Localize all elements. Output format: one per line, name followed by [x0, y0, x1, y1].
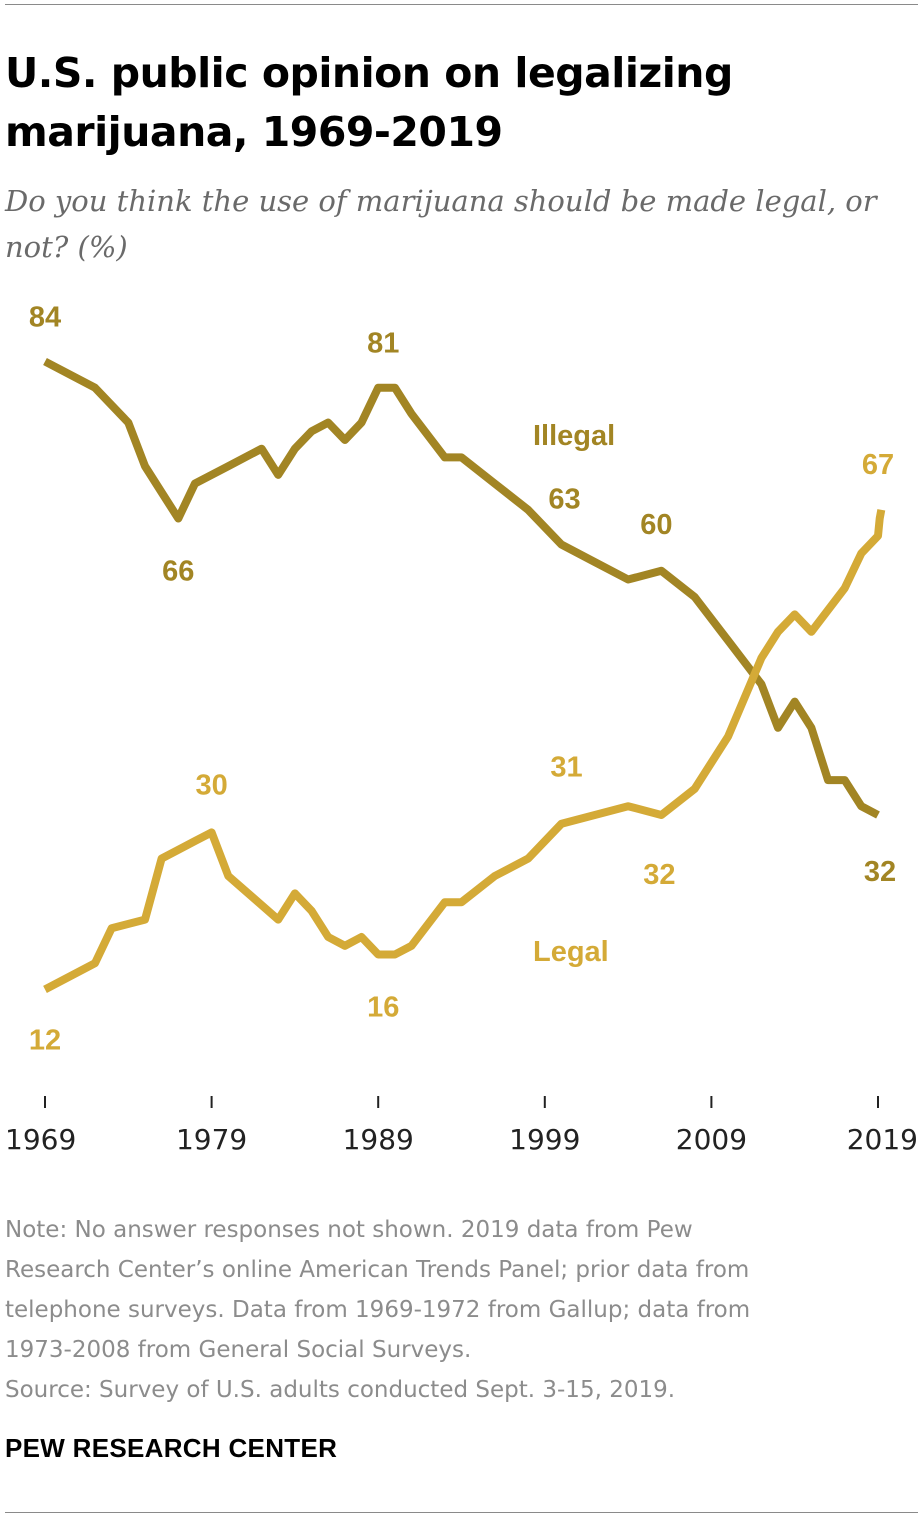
series-line-legal	[43, 509, 886, 993]
data-label-illegal: 81	[367, 328, 399, 360]
line-chart: 1969 1979 1989 1999 2009 2019 84 66 81 63 60 32 12 30…	[5, 302, 918, 1156]
note-line: telephone surveys. Data from 1969-1972 f…	[5, 1297, 751, 1323]
data-label-illegal: 84	[29, 302, 61, 334]
data-label-legal: 30	[195, 769, 227, 801]
data-label-legal: 67	[862, 449, 894, 481]
chart-subtitle: Do you think the use of marijuana should…	[5, 184, 877, 264]
data-label-illegal: 66	[162, 555, 194, 587]
data-label-legal: 12	[29, 1024, 61, 1056]
data-label-legal: 32	[643, 859, 675, 891]
data-label-illegal: 60	[640, 509, 672, 541]
data-label-legal: 16	[367, 991, 399, 1023]
source-line: Source: Survey of U.S. adults conducted …	[5, 1377, 676, 1403]
series-label-illegal: Illegal	[533, 420, 615, 452]
data-label-illegal: 32	[864, 856, 896, 888]
note-line: 1973-2008 from General Social Surveys.	[5, 1337, 472, 1363]
x-tick-label: 1999	[509, 1123, 580, 1156]
data-label-illegal: 63	[548, 484, 580, 516]
data-label-legal: 31	[550, 752, 582, 784]
x-tick-label: 1979	[176, 1123, 247, 1156]
note-line: Note: No answer responses not shown. 201…	[5, 1217, 693, 1243]
x-tick-label: 1969	[5, 1123, 76, 1156]
x-tick-label: 2019	[847, 1123, 918, 1156]
footer-brand: PEW RESEARCH CENTER	[5, 1433, 338, 1463]
bottom-rule	[5, 1512, 918, 1513]
top-rule	[5, 4, 918, 5]
series-label-legal: Legal	[533, 936, 609, 968]
note-line: Research Center’s online American Trends…	[5, 1257, 750, 1283]
x-tick-label: 1989	[343, 1123, 414, 1156]
note: Note: No answer responses not shown. 201…	[5, 1210, 915, 1410]
x-tick-label: 2009	[676, 1123, 747, 1156]
series-line-illegal	[43, 357, 880, 819]
chart-title: U.S. public opinion on legalizing mariju…	[5, 49, 733, 156]
